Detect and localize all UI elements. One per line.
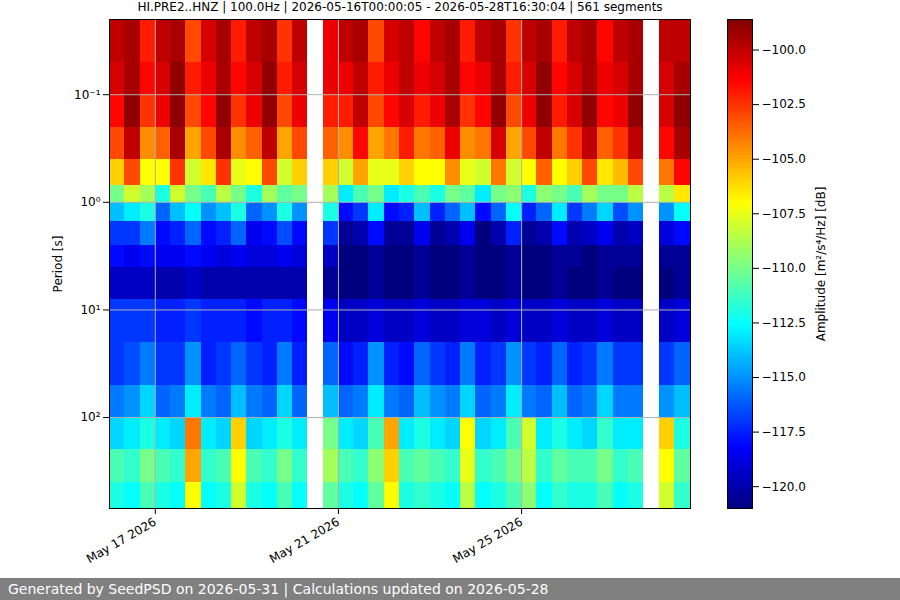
svg-text:−107.5: −107.5 — [762, 207, 806, 221]
svg-text:May 21 2026: May 21 2026 — [267, 515, 342, 566]
svg-text:10¹: 10¹ — [80, 303, 100, 317]
svg-text:−100.0: −100.0 — [762, 43, 806, 57]
svg-text:10⁰: 10⁰ — [80, 195, 100, 209]
svg-text:−110.0: −110.0 — [762, 261, 806, 275]
svg-text:−105.0: −105.0 — [762, 152, 806, 166]
svg-text:−102.5: −102.5 — [762, 97, 806, 111]
svg-text:Amplitude [m²/s⁴/Hz] [dB]: Amplitude [m²/s⁴/Hz] [dB] — [814, 187, 828, 342]
svg-text:10⁻¹: 10⁻¹ — [74, 88, 101, 102]
svg-text:−120.0: −120.0 — [762, 480, 806, 494]
svg-text:−115.0: −115.0 — [762, 370, 806, 384]
svg-text:10²: 10² — [80, 410, 100, 424]
svg-text:−112.5: −112.5 — [762, 316, 806, 330]
html-text:HI.PRE2..HNZ | 100.0Hz | 2026-: HI.PRE2..HNZ | 100.0Hz | 2026-05-16T00:0… — [137, 0, 663, 14]
svg-text:May 17 2026: May 17 2026 — [84, 515, 159, 566]
html-text:Generated by SeedPSD on 2026-0: Generated by SeedPSD on 2026-05-31 | Cal… — [8, 581, 549, 597]
svg-text:May 25 2026: May 25 2026 — [450, 515, 525, 566]
svg-text:Period [s]: Period [s] — [51, 236, 65, 293]
svg-text:−117.5: −117.5 — [762, 425, 806, 439]
